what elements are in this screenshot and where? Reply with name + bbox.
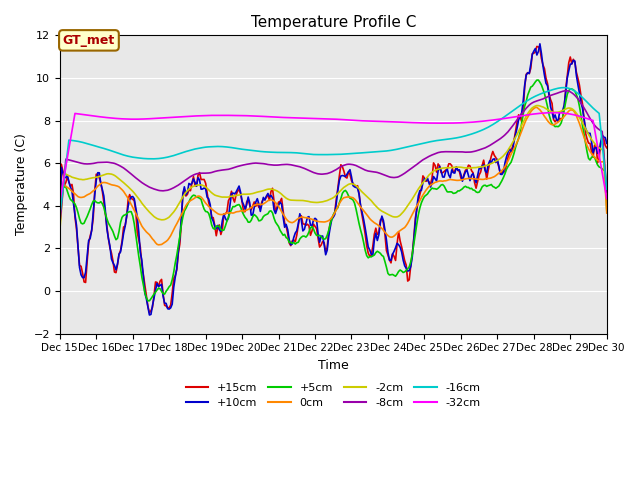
-16cm [398, 145, 406, 151]
-32cm [367, 118, 375, 124]
+5cm [603, 207, 611, 213]
X-axis label: Time: Time [318, 359, 349, 372]
+5cm [399, 270, 407, 276]
-16cm [157, 156, 165, 161]
Y-axis label: Temperature (C): Temperature (C) [15, 133, 28, 236]
+10cm [536, 41, 544, 47]
-2cm [603, 194, 611, 200]
+15cm [159, 290, 167, 296]
+5cm [539, 86, 547, 92]
-2cm [157, 217, 165, 223]
0cm [399, 226, 407, 231]
+5cm [145, 298, 153, 304]
+5cm [71, 201, 79, 207]
+10cm [145, 312, 153, 318]
+10cm [399, 257, 407, 263]
-32cm [56, 199, 63, 204]
-8cm [536, 97, 544, 103]
-2cm [398, 211, 406, 216]
+10cm [56, 225, 63, 231]
Line: -2cm: -2cm [60, 106, 607, 231]
+15cm [71, 214, 79, 220]
+10cm [387, 257, 395, 263]
-8cm [398, 172, 406, 178]
-32cm [71, 110, 79, 116]
+10cm [603, 141, 611, 146]
0cm [603, 210, 611, 216]
-32cm [536, 110, 544, 116]
0cm [539, 111, 547, 117]
Line: -8cm: -8cm [60, 91, 607, 225]
0cm [159, 240, 167, 246]
-2cm [56, 228, 63, 234]
+5cm [369, 253, 376, 259]
-16cm [71, 138, 79, 144]
-32cm [157, 115, 165, 121]
-8cm [56, 222, 63, 228]
0cm [56, 224, 63, 229]
-16cm [536, 91, 544, 97]
0cm [369, 218, 376, 224]
-16cm [367, 149, 375, 155]
-32cm [386, 119, 394, 124]
Line: -32cm: -32cm [60, 113, 607, 202]
-2cm [367, 198, 375, 204]
+15cm [369, 244, 376, 250]
Text: GT_met: GT_met [63, 34, 115, 47]
-2cm [71, 175, 79, 181]
+15cm [533, 44, 541, 49]
Line: +5cm: +5cm [60, 80, 607, 301]
Line: -16cm: -16cm [60, 88, 607, 216]
-8cm [157, 188, 165, 193]
+5cm [534, 77, 542, 83]
0cm [155, 242, 163, 248]
-16cm [56, 213, 63, 218]
-8cm [71, 158, 79, 164]
+5cm [56, 221, 63, 227]
-2cm [533, 103, 541, 108]
-2cm [386, 212, 394, 218]
Title: Temperature Profile C: Temperature Profile C [251, 15, 416, 30]
-8cm [603, 189, 611, 195]
+10cm [369, 253, 376, 259]
+15cm [387, 260, 395, 266]
-2cm [538, 104, 545, 109]
-16cm [561, 85, 568, 91]
+15cm [539, 62, 547, 68]
+5cm [387, 272, 395, 277]
-8cm [562, 88, 570, 94]
-32cm [550, 110, 557, 116]
+15cm [145, 310, 153, 315]
+15cm [603, 145, 611, 151]
-16cm [386, 148, 394, 154]
-8cm [367, 168, 375, 174]
+15cm [56, 227, 63, 232]
-16cm [603, 186, 611, 192]
Line: +10cm: +10cm [60, 44, 607, 315]
Line: +15cm: +15cm [60, 47, 607, 312]
-32cm [398, 120, 406, 125]
0cm [71, 191, 79, 197]
+15cm [399, 251, 407, 257]
Line: 0cm: 0cm [60, 108, 607, 245]
+10cm [71, 212, 79, 217]
0cm [533, 105, 541, 110]
+5cm [159, 291, 167, 297]
-8cm [386, 174, 394, 180]
0cm [387, 234, 395, 240]
+10cm [539, 63, 547, 69]
-32cm [603, 196, 611, 202]
+10cm [159, 293, 167, 299]
Legend: +15cm, +10cm, +5cm, 0cm, -2cm, -8cm, -16cm, -32cm: +15cm, +10cm, +5cm, 0cm, -2cm, -8cm, -16… [181, 378, 485, 412]
